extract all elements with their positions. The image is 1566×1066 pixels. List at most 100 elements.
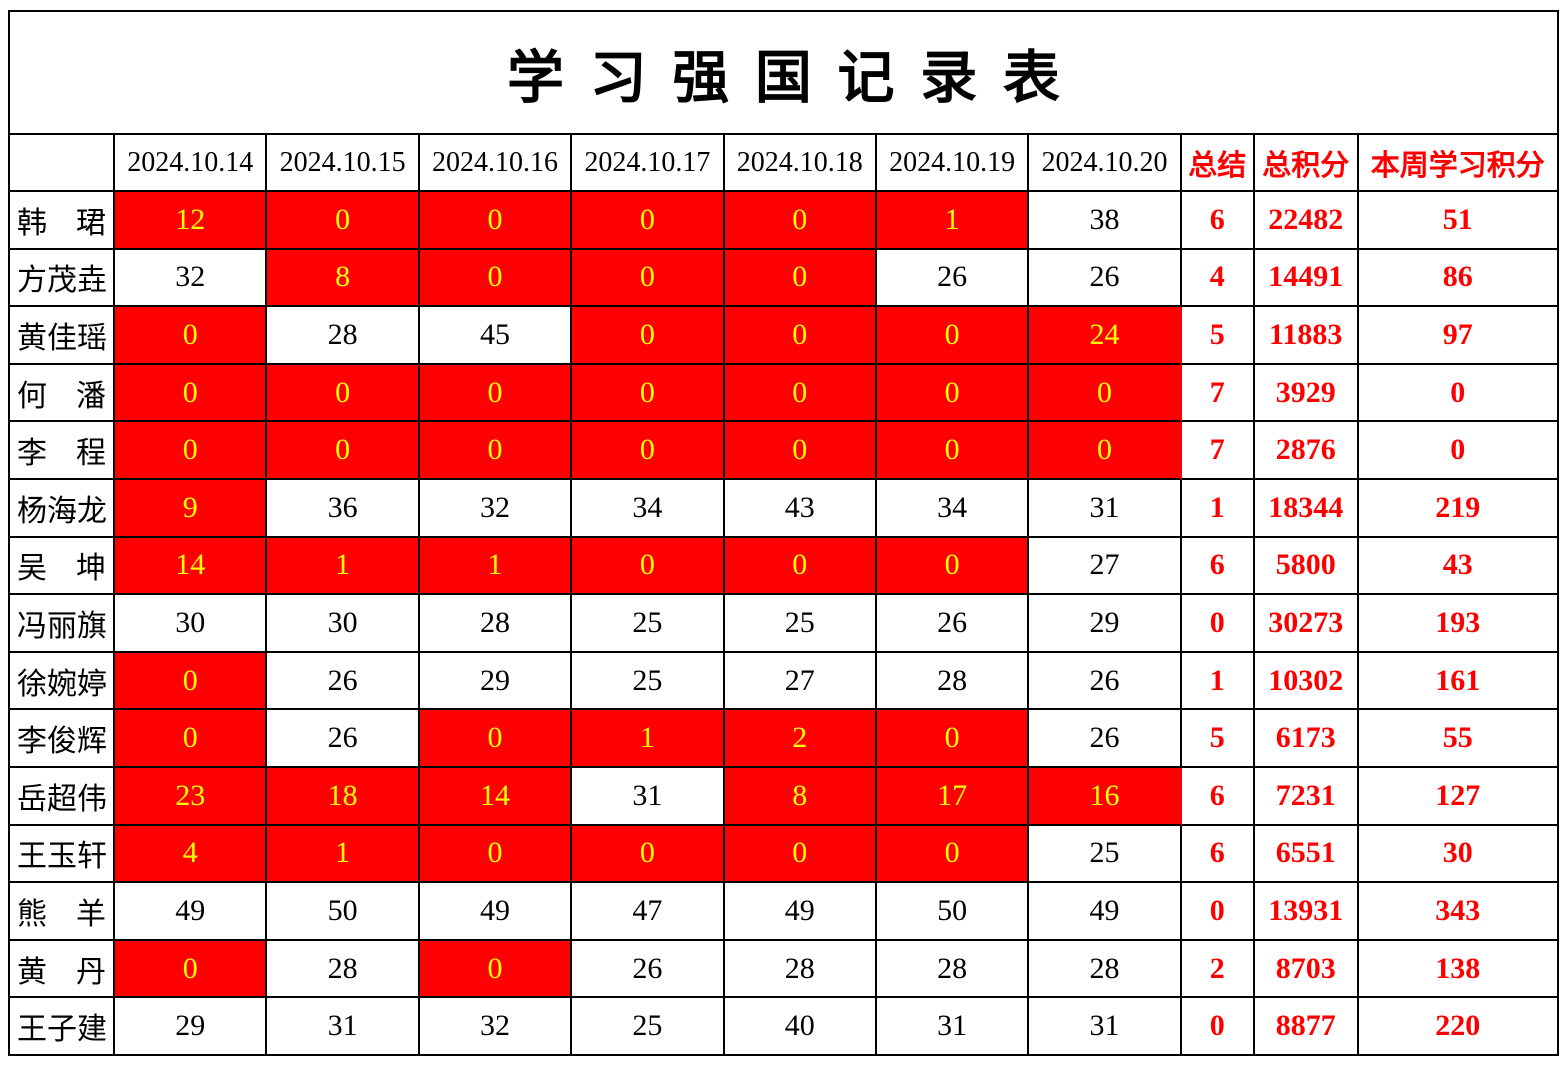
day-score-cell: 27 <box>724 652 877 711</box>
day-score-cell: 0 <box>419 825 573 884</box>
day-score-cell: 32 <box>419 479 573 538</box>
day-score-cell: 26 <box>876 595 1030 653</box>
date-header: 2024.10.15 <box>267 135 420 192</box>
week-score-cell: 43 <box>1358 537 1559 596</box>
day-score-cell: 28 <box>724 940 877 999</box>
student-name: 徐婉婷 <box>10 652 115 711</box>
day-score-cell: 18 <box>267 767 420 826</box>
week-score-cell: 51 <box>1358 192 1559 250</box>
table-row: 王玉轩 4 1 0 0 0 0 25 6 6551 30 <box>10 825 1559 884</box>
day-score-cell: 38 <box>1029 192 1182 250</box>
summary-cell: 0 <box>1181 595 1255 653</box>
table-row: 何潘 0 0 0 0 0 0 0 7 3929 0 <box>10 364 1559 423</box>
day-score-cell: 28 <box>876 652 1030 711</box>
day-score-cell: 50 <box>267 883 420 941</box>
table-row: 吴坤 14 1 1 0 0 0 27 6 5800 43 <box>10 537 1559 596</box>
total-score-cell: 2876 <box>1254 422 1359 480</box>
page-title: 学习强国记录表 <box>506 46 1086 110</box>
day-score-cell: 0 <box>876 537 1030 596</box>
day-score-cell: 0 <box>876 825 1030 884</box>
week-score-cell: 219 <box>1358 479 1559 538</box>
week-score-cell: 138 <box>1358 940 1559 999</box>
day-score-cell: 0 <box>1029 422 1182 480</box>
table-row: 方茂垚 32 8 0 0 0 26 26 4 14491 86 <box>10 249 1559 308</box>
table-row: 李俊辉 0 26 0 1 2 0 26 5 6173 55 <box>10 710 1559 768</box>
day-score-cell: 0 <box>419 422 573 480</box>
day-score-cell: 0 <box>115 652 268 711</box>
student-name: 熊羊 <box>10 883 115 941</box>
day-score-cell: 0 <box>572 192 725 250</box>
day-score-cell: 0 <box>876 307 1030 365</box>
day-score-cell: 40 <box>724 998 877 1056</box>
day-score-cell: 31 <box>1029 479 1182 538</box>
day-score-cell: 43 <box>724 479 877 538</box>
day-score-cell: 26 <box>267 710 420 768</box>
day-score-cell: 24 <box>1029 307 1182 365</box>
week-score-cell: 97 <box>1358 307 1559 365</box>
day-score-cell: 31 <box>1029 998 1182 1056</box>
day-score-cell: 1 <box>572 710 725 768</box>
day-score-cell: 0 <box>419 192 573 250</box>
record-sheet: 学习强国记录表 2024.10.14 2024.10.15 2024.10.16… <box>8 10 1559 1056</box>
summary-cell: 1 <box>1181 652 1255 711</box>
day-score-cell: 4 <box>115 825 268 884</box>
title-row: 学习强国记录表 <box>10 12 1559 135</box>
day-score-cell: 14 <box>419 767 573 826</box>
day-score-cell: 0 <box>876 710 1030 768</box>
student-name: 何潘 <box>10 364 115 423</box>
summary-cell: 7 <box>1181 422 1255 480</box>
day-score-cell: 29 <box>419 652 573 711</box>
table-body: 韩珺 12 0 0 0 0 1 38 6 22482 51 方茂垚 32 8 0 0 0 26 26 4 14491 86… <box>10 192 1559 1056</box>
summary-cell: 1 <box>1181 479 1255 538</box>
day-score-cell: 1 <box>876 192 1030 250</box>
summary-cell: 6 <box>1181 192 1255 250</box>
day-score-cell: 36 <box>267 479 420 538</box>
total-score-cell: 3929 <box>1254 364 1359 423</box>
day-score-cell: 1 <box>267 825 420 884</box>
week-score-cell: 193 <box>1358 595 1559 653</box>
day-score-cell: 26 <box>1029 249 1182 308</box>
day-score-cell: 0 <box>115 307 268 365</box>
summary-cell: 6 <box>1181 767 1255 826</box>
day-score-cell: 26 <box>1029 652 1182 711</box>
day-score-cell: 2 <box>724 710 877 768</box>
table-row: 韩珺 12 0 0 0 0 1 38 6 22482 51 <box>10 192 1559 250</box>
student-name: 韩珺 <box>10 192 115 250</box>
day-score-cell: 29 <box>1029 595 1182 653</box>
day-score-cell: 32 <box>419 998 573 1056</box>
day-score-cell: 0 <box>572 364 725 423</box>
day-score-cell: 0 <box>572 422 725 480</box>
day-score-cell: 0 <box>115 364 268 423</box>
week-score-cell: 55 <box>1358 710 1559 768</box>
day-score-cell: 0 <box>572 249 725 308</box>
day-score-cell: 49 <box>419 883 573 941</box>
summary-cell: 0 <box>1181 883 1255 941</box>
day-score-cell: 49 <box>724 883 877 941</box>
day-score-cell: 0 <box>419 940 573 999</box>
table-row: 黄佳瑶 0 28 45 0 0 0 24 5 11883 97 <box>10 307 1559 365</box>
total-score-cell: 8877 <box>1254 998 1359 1056</box>
day-score-cell: 28 <box>419 595 573 653</box>
day-score-cell: 28 <box>1029 940 1182 999</box>
day-score-cell: 0 <box>267 422 420 480</box>
day-score-cell: 28 <box>876 940 1030 999</box>
day-score-cell: 47 <box>572 883 725 941</box>
day-score-cell: 0 <box>572 537 725 596</box>
summary-cell: 2 <box>1181 940 1255 999</box>
table-row: 王子建 29 31 32 25 40 31 31 0 8877 220 <box>10 998 1559 1056</box>
date-header: 2024.10.14 <box>115 135 268 192</box>
week-score-cell: 343 <box>1358 883 1559 941</box>
day-score-cell: 31 <box>267 998 420 1056</box>
day-score-cell: 25 <box>724 595 877 653</box>
student-name: 李程 <box>10 422 115 480</box>
table-row: 熊羊 49 50 49 47 49 50 49 0 13931 343 <box>10 883 1559 941</box>
student-name: 王玉轩 <box>10 825 115 884</box>
day-score-cell: 0 <box>876 422 1030 480</box>
date-header: 2024.10.18 <box>724 135 877 192</box>
day-score-cell: 17 <box>876 767 1030 826</box>
day-score-cell: 16 <box>1029 767 1182 826</box>
day-score-cell: 8 <box>724 767 877 826</box>
day-score-cell: 0 <box>724 307 877 365</box>
day-score-cell: 50 <box>876 883 1030 941</box>
day-score-cell: 34 <box>572 479 725 538</box>
